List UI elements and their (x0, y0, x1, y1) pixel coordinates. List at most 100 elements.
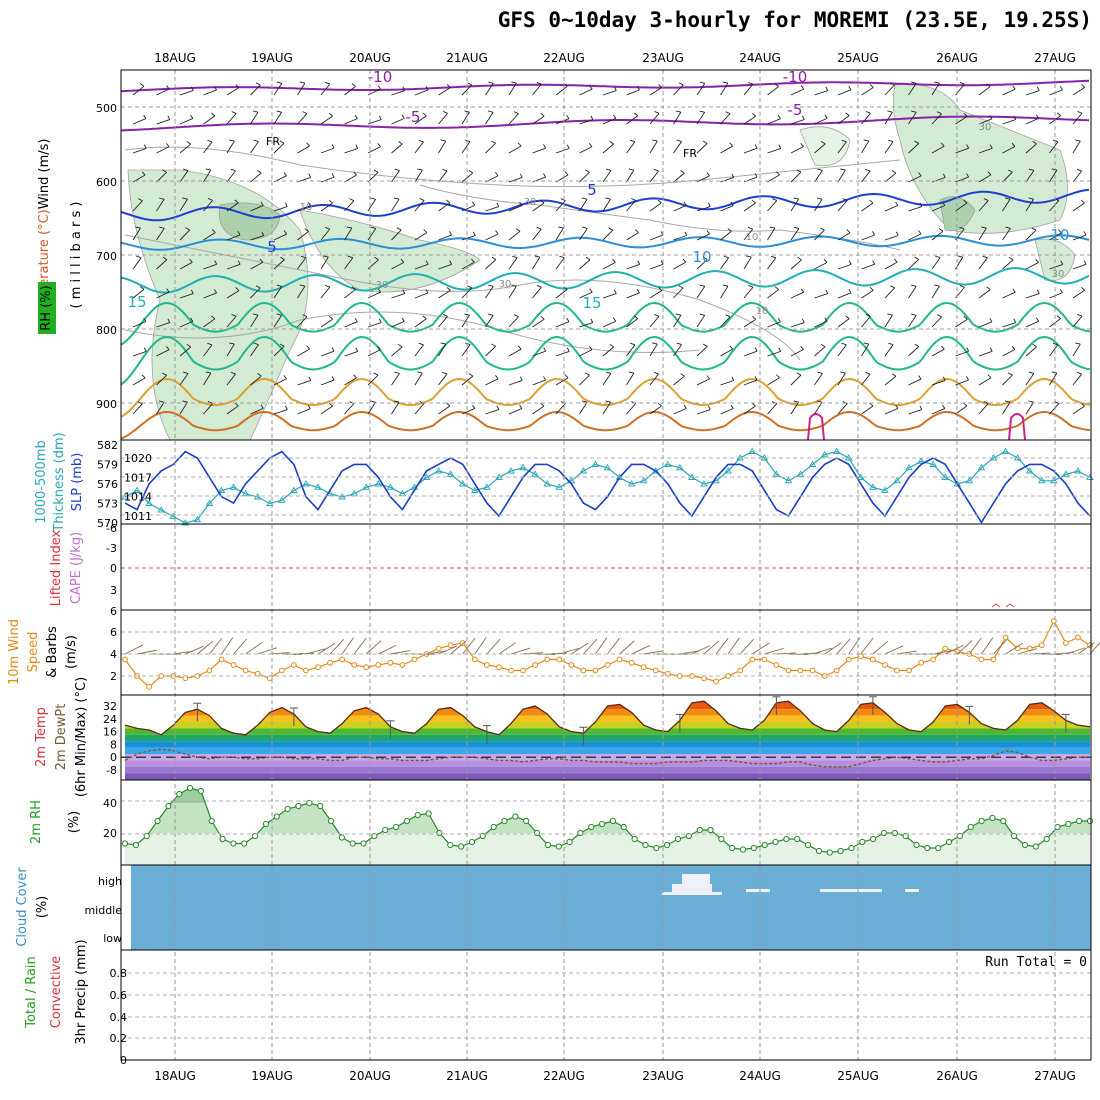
wind-barb (179, 401, 188, 415)
rh-point (154, 817, 161, 825)
date-label-bottom: 18AUG (154, 1069, 196, 1083)
wind-barb-10m (185, 645, 204, 655)
rh-point (403, 817, 411, 825)
rh-point (891, 829, 898, 837)
wind-barb-flag (182, 400, 188, 403)
wind-barb (226, 343, 235, 357)
wind-barb (649, 140, 658, 154)
lifted-index-tick: 0 (110, 562, 117, 575)
wind-barb-flag (845, 315, 850, 319)
wind-barb-flag (378, 318, 382, 323)
wind-barb (555, 257, 565, 270)
wind-barb-flag (797, 256, 802, 261)
wind-barb-flag (1007, 372, 1013, 376)
wind-speed-point (315, 664, 321, 671)
wind-barb-flag (354, 317, 358, 322)
wind-barb-flag (888, 342, 894, 346)
contour-label: -5 (788, 101, 803, 119)
wind-speed-point (122, 656, 128, 663)
wind-barb-flag (467, 285, 472, 289)
wind-barb-flag (938, 228, 944, 232)
wind-barb (485, 143, 496, 154)
wind-barb (1025, 346, 1037, 357)
wind-barb-flag (283, 230, 288, 235)
thickness-point (314, 483, 322, 490)
wind-barb-flag (819, 227, 825, 231)
wind-barb (978, 86, 991, 96)
wind-barb (555, 403, 566, 415)
wind-barb-flag (869, 199, 874, 204)
wind-barb (1072, 373, 1083, 386)
wind-barb-flag (259, 258, 264, 263)
wind-barb-flag (543, 173, 547, 178)
wind-barb-flag (989, 144, 993, 149)
wind-barb-flag (1059, 288, 1063, 293)
wind-barb (1072, 112, 1083, 125)
wind-speed-point (206, 667, 213, 674)
rh-point (772, 838, 779, 846)
wind-barb (1072, 170, 1083, 183)
wind-barb-flag (468, 373, 474, 377)
wind-barb-flag (754, 144, 758, 149)
wind-barb-flag (800, 345, 804, 350)
rh-point (620, 823, 627, 831)
wind-barb-flag (300, 255, 306, 259)
high-cloud (905, 889, 919, 892)
wind-speed-point (1002, 634, 1009, 641)
wind-barb (1002, 259, 1014, 270)
wind-barb (297, 285, 306, 299)
thickness-point (700, 480, 708, 487)
wind-barb-flag (370, 400, 376, 403)
wind-barb-flag (442, 314, 448, 317)
wind-barb-flag (516, 228, 521, 232)
wind-barb-flag (1028, 197, 1034, 200)
panel-frame-3 (120, 609, 1092, 696)
wind-barb (978, 147, 993, 154)
rh-panel (121, 784, 1094, 865)
rh-tick: 40 (103, 797, 117, 810)
wind-barb (297, 257, 307, 270)
wind-speed-point (604, 662, 611, 668)
wind-barb (978, 174, 992, 183)
date-labels: 18AUG 18AUG 19AUG 19AUG 20AUG 20AUG 21AUG 21AUG… (154, 51, 1076, 1083)
wind-barb-10m (945, 644, 964, 655)
wind-barb (861, 87, 874, 96)
wind-barb (743, 202, 756, 212)
wind-barb-flag (517, 345, 522, 350)
wind-barb (367, 199, 377, 212)
wind-barb (320, 256, 329, 270)
thickness-point (917, 457, 925, 464)
wind-barb (226, 202, 239, 212)
wind-barb (649, 202, 662, 212)
wind-barb (203, 169, 212, 183)
wind-barb-flag (703, 256, 708, 260)
lifted-index-tick: 3 (110, 584, 117, 597)
wind-barb-flag (934, 284, 940, 287)
wind-barb-flag (796, 169, 802, 173)
wind-barb-flag (942, 404, 946, 409)
thickness-point (820, 450, 829, 458)
wind-speed-point (652, 667, 659, 674)
wind-barb (790, 171, 802, 183)
wind-barb (1002, 401, 1011, 415)
isotherm-boundary-2 (121, 377, 1091, 418)
y-axis-title: Cloud Cover (15, 867, 30, 947)
panel-frame-1 (120, 439, 1092, 525)
wind-barb (1002, 88, 1016, 96)
wind-barb (579, 291, 593, 299)
wind-barb-flag (1036, 86, 1040, 91)
wind-barb (1025, 293, 1040, 299)
contour-label: FR (266, 135, 280, 148)
wind-barb-flag (442, 111, 448, 114)
wind-barb (485, 259, 497, 270)
thickness-point (169, 512, 178, 519)
wind-barb (179, 293, 194, 299)
wind-barb-flag (422, 112, 427, 117)
wind-barb-flag (302, 111, 308, 115)
wind-barb (179, 346, 192, 357)
wind-barb (532, 318, 545, 328)
wind-tick: 4 (110, 648, 117, 661)
wind-barb (649, 263, 664, 270)
wind-barb (203, 141, 213, 154)
wind-barb-flag (284, 202, 288, 207)
